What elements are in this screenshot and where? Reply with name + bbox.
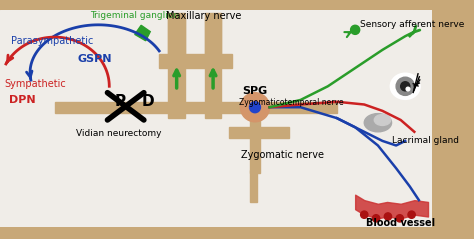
Bar xyxy=(205,13,221,59)
Text: Zygomatic nerve: Zygomatic nerve xyxy=(241,150,324,160)
Text: Zygomaticotemporal nerve: Zygomaticotemporal nerve xyxy=(239,98,344,107)
Text: Sympathetic: Sympathetic xyxy=(5,79,66,89)
Circle shape xyxy=(396,77,414,95)
Text: P: P xyxy=(115,94,126,109)
Bar xyxy=(159,54,232,68)
Ellipse shape xyxy=(374,114,391,125)
Bar xyxy=(249,136,260,173)
Circle shape xyxy=(240,93,270,122)
Bar xyxy=(229,127,289,138)
Text: Vidian neurectomy: Vidian neurectomy xyxy=(76,129,161,138)
Text: DPN: DPN xyxy=(9,95,36,105)
Circle shape xyxy=(249,102,260,113)
Circle shape xyxy=(406,87,410,91)
Text: GSPN: GSPN xyxy=(77,54,112,64)
Circle shape xyxy=(384,213,392,220)
Circle shape xyxy=(373,215,380,222)
Bar xyxy=(168,18,185,118)
Circle shape xyxy=(361,211,368,218)
Text: Trigeminal ganglion: Trigeminal ganglion xyxy=(90,11,179,20)
Text: Blood vessel: Blood vessel xyxy=(366,218,435,228)
Circle shape xyxy=(401,82,410,91)
Circle shape xyxy=(408,211,415,218)
Circle shape xyxy=(351,25,360,34)
Text: D: D xyxy=(141,94,154,109)
Text: SPG: SPG xyxy=(242,86,268,96)
Text: Lacrimal gland: Lacrimal gland xyxy=(392,136,458,145)
Polygon shape xyxy=(135,25,150,41)
Bar xyxy=(249,170,257,202)
Text: Sensory afferent nerve: Sensory afferent nerve xyxy=(360,20,464,29)
Bar xyxy=(168,13,185,59)
Ellipse shape xyxy=(391,74,420,99)
Ellipse shape xyxy=(364,114,392,132)
Bar xyxy=(205,18,221,118)
Bar xyxy=(249,105,260,138)
Text: Maxillary nerve: Maxillary nerve xyxy=(166,11,242,21)
Bar xyxy=(55,102,337,113)
Circle shape xyxy=(396,215,403,222)
Text: Parasympathetic: Parasympathetic xyxy=(11,36,93,46)
